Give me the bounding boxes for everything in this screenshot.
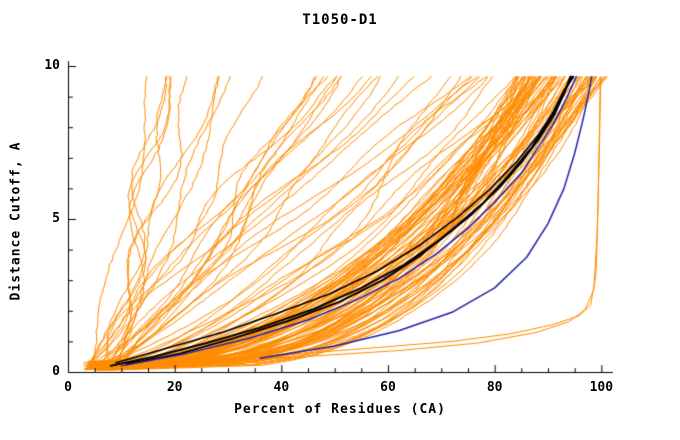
x-tick-label: 40 — [273, 380, 290, 395]
y-axis-label: Distance Cutoff, A — [8, 141, 24, 301]
x-tick-label: 20 — [166, 380, 183, 395]
y-tick-label: 5 — [52, 211, 60, 226]
x-tick-label: 0 — [64, 380, 72, 395]
x-axis-label: Percent of Residues (CA) — [234, 402, 446, 417]
x-tick-label: 100 — [589, 380, 614, 395]
x-tick-label: 80 — [486, 380, 503, 395]
chart-title: T1050-D1 — [302, 12, 378, 28]
x-tick-label: 60 — [380, 380, 396, 395]
y-tick-label: 10 — [44, 58, 60, 73]
y-tick-label: 0 — [52, 364, 60, 379]
